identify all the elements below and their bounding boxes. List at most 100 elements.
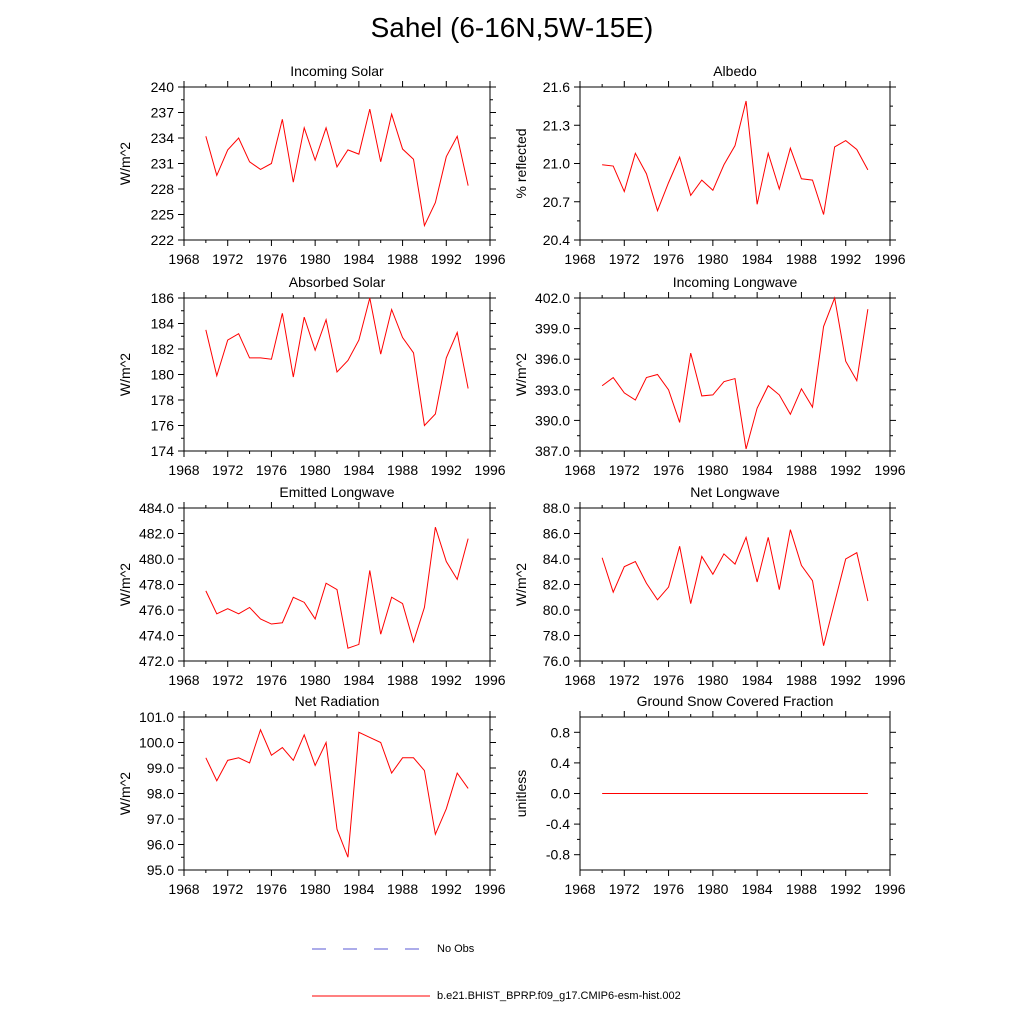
y-tick-label: 80.0 [543, 602, 570, 618]
series-line-net-radiation [205, 728, 469, 858]
x-tick-label: 1996 [874, 881, 905, 897]
y-tick-label: -0.8 [546, 847, 570, 863]
x-tick-label: 1992 [830, 672, 861, 688]
panel-title: Incoming Solar [290, 63, 384, 79]
x-tick-label: 1968 [564, 672, 595, 688]
x-tick-label: 1976 [653, 462, 684, 478]
y-tick-label: 396.0 [535, 351, 570, 367]
y-tick-label: 21.6 [543, 79, 570, 95]
panel-emitted-longwave: Emitted Longwave W/m^2 472.0 474.0 476.0 478.… [117, 484, 506, 688]
y-axis-label: W/m^2 [117, 353, 133, 396]
x-tick-label: 1996 [474, 672, 505, 688]
x-tick-label: 1972 [212, 462, 243, 478]
y-tick-label: -0.4 [546, 816, 570, 832]
legend-model-label: b.e21.BHIST_BPRP.f09_g17.CMIP6-esm-hist.… [437, 990, 681, 1002]
x-tick-label: 1976 [653, 251, 684, 267]
y-tick-label: 387.0 [535, 443, 570, 459]
y-axis-label: unitless [513, 770, 529, 817]
panel-net-longwave: Net Longwave W/m^2 76.0 78.0 80.0 82.0 84.0 86.… [513, 484, 906, 688]
panel-absorbed-solar: Absorbed Solar W/m^2 174 176 178 180 182 184 186… [117, 274, 506, 478]
x-tick-label: 1980 [697, 672, 728, 688]
y-axis-label: W/m^2 [117, 142, 133, 185]
panel-title: Incoming Longwave [673, 274, 798, 290]
figure-title: Sahel (6-16N,5W-15E) [370, 12, 654, 43]
x-tick-label: 1972 [609, 251, 640, 267]
panel-title: Emitted Longwave [279, 484, 394, 500]
y-tick-label: 0.4 [551, 755, 571, 771]
x-tick-label: 1996 [474, 251, 505, 267]
x-tick-label: 1980 [697, 251, 728, 267]
y-tick-label: 474.0 [139, 628, 174, 644]
x-tick-label: 1992 [830, 881, 861, 897]
panel-ground-snow-covered-fraction: Ground Snow Covered Fraction unitless -0.8… [513, 693, 906, 897]
y-axis-label: W/m^2 [117, 563, 133, 606]
x-tick-label: 1976 [653, 881, 684, 897]
y-tick-label: 88.0 [543, 500, 570, 516]
x-tick-label: 1984 [742, 462, 773, 478]
y-tick-label: 176 [151, 418, 175, 434]
x-tick-label: 1968 [168, 462, 199, 478]
panel-title: Ground Snow Covered Fraction [637, 693, 834, 709]
x-tick-label: 1984 [742, 251, 773, 267]
y-tick-label: 186 [151, 290, 175, 306]
panel-title: Albedo [713, 63, 757, 79]
x-tick-label: 1996 [874, 251, 905, 267]
x-tick-label: 1968 [564, 462, 595, 478]
x-tick-label: 1980 [300, 672, 331, 688]
y-tick-label: 97.0 [147, 811, 174, 827]
y-tick-label: 82.0 [543, 577, 570, 593]
x-tick-label: 1988 [786, 251, 817, 267]
x-tick-label: 1968 [168, 672, 199, 688]
x-tick-label: 1992 [431, 462, 462, 478]
y-tick-label: 99.0 [147, 760, 174, 776]
x-tick-label: 1968 [564, 881, 595, 897]
y-tick-label: 472.0 [139, 653, 174, 669]
y-tick-label: 240 [151, 79, 175, 95]
x-tick-label: 1992 [431, 881, 462, 897]
x-tick-label: 1992 [431, 672, 462, 688]
x-tick-label: 1980 [300, 881, 331, 897]
series-line-net-longwave [601, 529, 869, 646]
x-tick-label: 1984 [742, 672, 773, 688]
y-tick-label: 237 [151, 105, 175, 121]
x-tick-label: 1988 [387, 462, 418, 478]
x-tick-label: 1988 [786, 881, 817, 897]
x-tick-label: 1968 [564, 251, 595, 267]
y-tick-label: 20.7 [543, 194, 570, 210]
series-line-albedo [602, 100, 869, 215]
y-tick-label: 178 [151, 392, 175, 408]
panel-net-radiation: Net Radiation W/m^2 95.0 96.0 97.0 98.0 99.0 10… [117, 693, 506, 897]
x-tick-label: 1972 [609, 672, 640, 688]
y-tick-label: 222 [151, 232, 175, 248]
x-tick-label: 1988 [786, 672, 817, 688]
x-tick-label: 1980 [300, 251, 331, 267]
y-tick-label: 402.0 [535, 290, 570, 306]
y-axis-label: W/m^2 [117, 772, 133, 815]
y-tick-label: 182 [151, 341, 175, 357]
y-tick-label: 100.0 [139, 735, 174, 751]
x-tick-label: 1972 [609, 881, 640, 897]
x-tick-label: 1992 [830, 251, 861, 267]
y-axis-label: W/m^2 [513, 563, 529, 606]
y-tick-label: 231 [151, 156, 175, 172]
y-tick-label: 484.0 [139, 500, 174, 516]
x-tick-label: 1972 [212, 251, 243, 267]
y-tick-label: 0.8 [551, 724, 571, 740]
y-tick-label: 84.0 [543, 551, 570, 567]
panel-incoming-longwave: Incoming Longwave W/m^2 387.0 390.0 393.0 396… [513, 274, 906, 478]
y-tick-label: 180 [151, 367, 175, 383]
y-tick-label: 228 [151, 181, 175, 197]
y-tick-label: 86.0 [543, 526, 570, 542]
x-tick-label: 1972 [212, 672, 243, 688]
y-tick-label: 98.0 [147, 786, 174, 802]
x-tick-label: 1980 [697, 881, 728, 897]
panel-albedo: Albedo % reflected 20.4 20.7 21.0 21.3 21.6 196… [513, 63, 906, 267]
legend-obs-label: No Obs [437, 943, 475, 955]
y-tick-label: 234 [151, 130, 175, 146]
x-tick-label: 1976 [653, 672, 684, 688]
panel-title: Absorbed Solar [289, 274, 386, 290]
y-tick-label: 476.0 [139, 602, 174, 618]
y-tick-label: 480.0 [139, 551, 174, 567]
y-axis-label: W/m^2 [513, 353, 529, 396]
